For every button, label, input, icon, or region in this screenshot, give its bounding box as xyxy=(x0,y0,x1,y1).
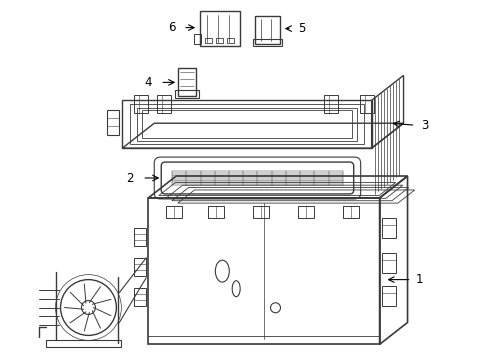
Text: 3: 3 xyxy=(421,119,428,132)
Bar xyxy=(382,285,395,306)
Text: 1: 1 xyxy=(416,273,423,286)
Bar xyxy=(194,33,201,44)
Bar xyxy=(298,206,314,218)
Bar xyxy=(200,11,240,45)
Bar xyxy=(360,95,374,113)
Bar xyxy=(175,90,199,98)
Bar xyxy=(107,110,120,135)
Bar xyxy=(324,95,338,113)
Text: 2: 2 xyxy=(126,171,134,185)
Text: 4: 4 xyxy=(145,76,152,89)
Text: 5: 5 xyxy=(298,22,306,35)
Bar xyxy=(205,37,212,42)
Bar xyxy=(134,258,147,276)
Bar xyxy=(343,206,359,218)
Bar xyxy=(134,95,148,113)
Bar xyxy=(134,288,147,306)
Bar xyxy=(253,39,282,45)
Bar xyxy=(157,95,171,113)
Bar xyxy=(227,37,234,42)
Bar xyxy=(253,206,269,218)
Bar xyxy=(382,218,395,238)
Bar xyxy=(382,253,395,273)
Bar xyxy=(178,68,196,96)
Bar xyxy=(208,206,224,218)
Bar xyxy=(216,37,223,42)
Bar xyxy=(134,228,147,246)
Bar xyxy=(255,15,280,44)
Text: 6: 6 xyxy=(169,21,176,34)
Bar xyxy=(166,206,182,218)
